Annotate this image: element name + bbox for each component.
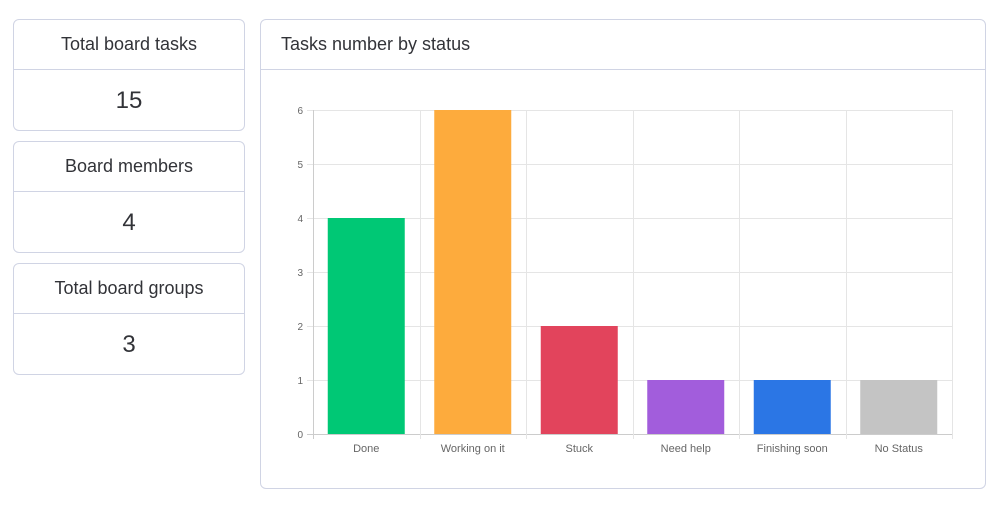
stat-title: Board members [14,142,244,192]
chart-card-tasks-by-status: Tasks number by status 0 1 2 3 4 5 6 Done Workin… [260,19,986,489]
bar-no-status [860,380,938,434]
bar-finishing-soon [753,380,831,434]
bar-done [327,218,405,434]
stat-card-total-tasks: Total board tasks 15 [13,19,245,131]
x-tick-label: Done [353,443,379,455]
bar-need-help [647,380,725,434]
stat-value: 4 [122,209,136,236]
x-tick-label: No Status [875,443,924,455]
bar-chart: 0 1 2 3 4 5 6 Done Working on it Stuck Need help Fi… [297,106,953,455]
stat-card-total-groups: Total board groups 3 [13,263,245,375]
x-tick-label: Need help [661,443,711,455]
y-tick-label: 3 [297,268,303,279]
stat-value: 3 [122,331,136,358]
x-tick-label: Stuck [565,443,593,455]
stat-card-board-members: Board members 4 [13,141,245,253]
y-tick-label: 2 [297,322,303,333]
chart-title: Tasks number by status [261,20,985,70]
y-tick-label: 5 [297,160,303,171]
stat-title: Total board tasks [14,20,244,70]
stat-value: 15 [115,87,143,114]
y-tick-label: 6 [297,106,303,117]
x-tick-label: Working on it [441,443,505,455]
x-tick-label: Finishing soon [757,443,828,455]
y-tick-label: 0 [297,430,303,441]
bar-working-on-it [434,110,512,434]
y-tick-label: 1 [297,376,303,387]
y-tick-label: 4 [297,214,303,225]
bar-stuck [540,326,618,434]
stat-title: Total board groups [14,264,244,314]
